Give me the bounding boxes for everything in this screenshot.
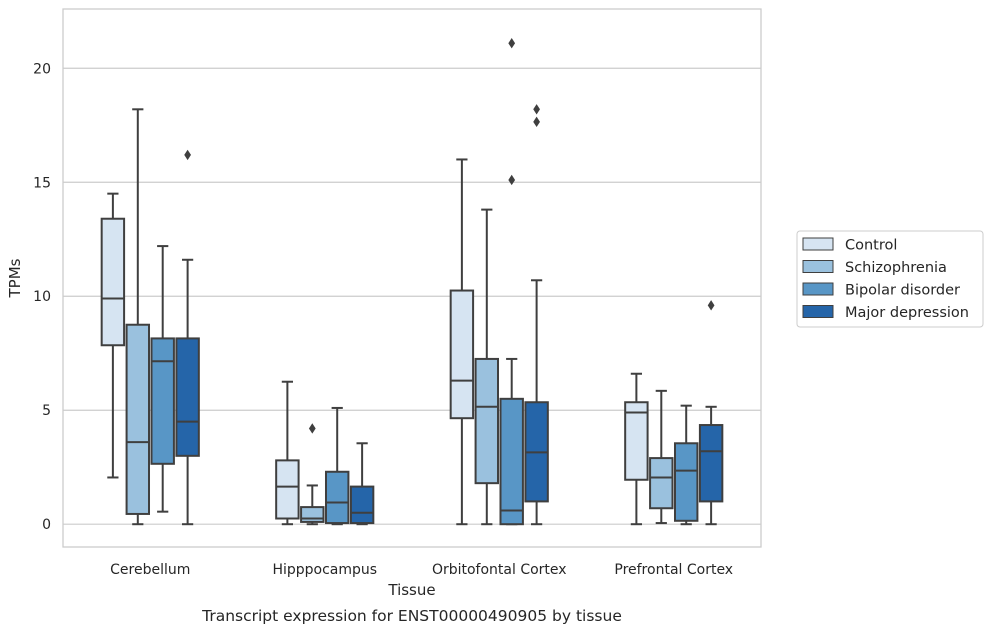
y-tick-label: 10 [33, 289, 51, 305]
x-axis-label: Tissue [387, 581, 435, 599]
outlier-point [707, 300, 715, 311]
iqr-box [300, 506, 325, 523]
outlier-point [533, 116, 540, 128]
boxes-layer [100, 38, 724, 526]
legend-swatch [802, 237, 834, 251]
legend-label: Major depression [845, 305, 969, 321]
legend-label: Control [845, 238, 897, 254]
y-tick-labels: 0 5 10 15 20 [33, 61, 51, 533]
iqr-box [499, 397, 524, 526]
box-2-3 [524, 104, 549, 526]
iqr-box [125, 323, 151, 515]
x-tick-label: Prefrontal Cortex [614, 562, 733, 578]
box-1-3 [349, 442, 375, 526]
y-tick-label: 0 [42, 517, 51, 533]
legend-swatch [802, 260, 834, 273]
box-0-0 [100, 192, 126, 479]
x-tick-label: Cerebellum [110, 562, 190, 578]
box-0-2 [150, 245, 175, 513]
box-3-1 [649, 389, 674, 525]
box-1-0 [275, 380, 300, 526]
iqr-box [324, 470, 350, 525]
legend-swatch [802, 305, 834, 318]
box-3-3 [698, 300, 724, 526]
chart-caption: Transcript expression for ENST0000049090… [201, 607, 622, 625]
iqr-box [275, 459, 300, 520]
box-2-0 [449, 158, 475, 526]
iqr-box [100, 217, 126, 347]
outlier-point [184, 149, 191, 161]
box-3-0 [624, 372, 649, 526]
box-0-3 [175, 149, 200, 526]
x-tick-label: Hipppocampus [272, 562, 377, 578]
box-1-2 [324, 406, 350, 526]
x-tick-labels: Cerebellum Hipppocampus Orbitofontal Corte… [110, 562, 733, 578]
y-axis-label: TPMs [6, 258, 24, 298]
iqr-box [624, 401, 649, 481]
legend-swatch [802, 282, 834, 296]
iqr-box [449, 289, 475, 420]
iqr-box [150, 337, 175, 465]
outlier-point [508, 38, 516, 49]
outlier-point [508, 174, 516, 186]
box-2-2 [499, 38, 524, 526]
y-tick-label: 5 [42, 403, 51, 419]
iqr-box [673, 442, 699, 522]
iqr-box [698, 424, 724, 503]
y-tick-label: 20 [33, 61, 51, 77]
plot-frame [62, 8, 762, 548]
iqr-box [349, 485, 375, 525]
x-tick-label: Orbitofontal Cortex [432, 562, 567, 578]
iqr-box [175, 337, 200, 457]
box-2-1 [474, 208, 500, 526]
iqr-box [649, 457, 674, 510]
legend-label: Schizophrenia [845, 260, 947, 276]
box-1-1 [300, 423, 325, 526]
box-3-2 [673, 404, 699, 526]
box-0-1 [125, 108, 151, 526]
iqr-box [474, 357, 500, 485]
y-tick-label: 15 [33, 175, 51, 191]
legend-frame [796, 230, 984, 328]
outlier-point [308, 423, 316, 434]
outlier-point [533, 104, 540, 115]
legend-label: Bipolar disorder [845, 283, 960, 299]
legend: Control Schizophrenia Bipolar disorder Majo… [796, 230, 984, 328]
